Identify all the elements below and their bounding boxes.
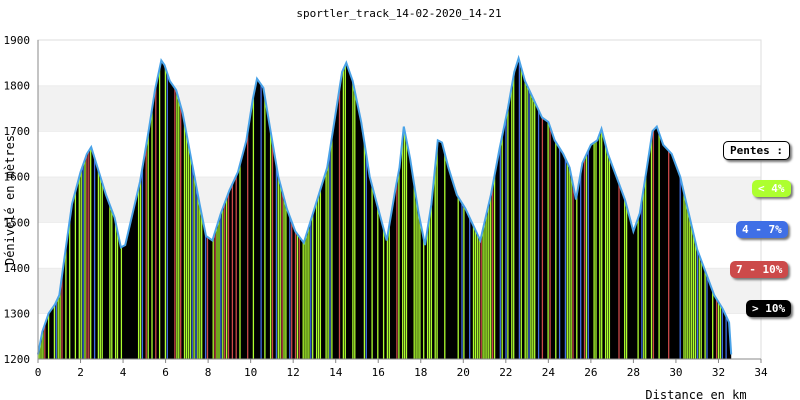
- profile-line-layer: [37, 54, 733, 355]
- y-tick-label: 1400: [4, 262, 31, 275]
- y-tick-label: 1700: [4, 125, 31, 138]
- profile-fill-layer: [38, 58, 732, 359]
- x-tick-label: 2: [77, 366, 84, 379]
- grid-band: [38, 40, 761, 86]
- tick-labels: 0 2 4 6 8 10 12 14 16 18 20 22 24 26 28 30 32 34120013001…: [4, 34, 768, 379]
- x-tick-label: 24: [542, 366, 556, 379]
- x-tick-label: 22: [499, 366, 512, 379]
- axes: [37, 40, 761, 360]
- x-tick-label: 20: [457, 366, 470, 379]
- chart-title: sportler_track_14-02-2020_14-21: [296, 7, 501, 20]
- x-tick-label: 14: [329, 366, 343, 379]
- x-tick-label: 6: [162, 366, 169, 379]
- x-tick-label: 34: [754, 366, 768, 379]
- legend-slope-high: 7 - 10%: [730, 261, 789, 278]
- x-tick-label: 0: [35, 366, 42, 379]
- grid-band: [38, 85, 761, 132]
- profile-line: [37, 54, 733, 355]
- y-tick-label: 1300: [4, 307, 31, 320]
- x-tick-label: 26: [584, 366, 597, 379]
- legend-title: Pentes :: [723, 141, 790, 160]
- x-axis-label: Distance en km: [645, 388, 746, 400]
- y-tick-label: 1200: [4, 353, 31, 366]
- x-tick-label: 16: [372, 366, 385, 379]
- x-tick-label: 8: [205, 366, 212, 379]
- x-tick-label: 4: [120, 366, 127, 379]
- x-tick-label: 30: [669, 366, 682, 379]
- x-tick-label: 18: [414, 366, 427, 379]
- y-tick-label: 1600: [4, 171, 31, 184]
- legend-slope-mid: 4 - 7%: [736, 221, 788, 238]
- x-tick-label: 28: [627, 366, 640, 379]
- y-tick-label: 1500: [4, 216, 31, 229]
- y-tick-label: 1900: [4, 34, 31, 47]
- legend-slope-steep: > 10%: [746, 300, 792, 317]
- profile-area: [38, 58, 732, 359]
- legend-slope-low: < 4%: [752, 180, 791, 197]
- y-axis-label: Dénivelé en mètres: [3, 135, 17, 265]
- x-tick-label: 10: [244, 366, 257, 379]
- y-tick-label: 1800: [4, 80, 31, 93]
- slope-stripes: [38, 61, 727, 359]
- x-tick-label: 32: [712, 366, 725, 379]
- x-tick-label: 12: [287, 366, 300, 379]
